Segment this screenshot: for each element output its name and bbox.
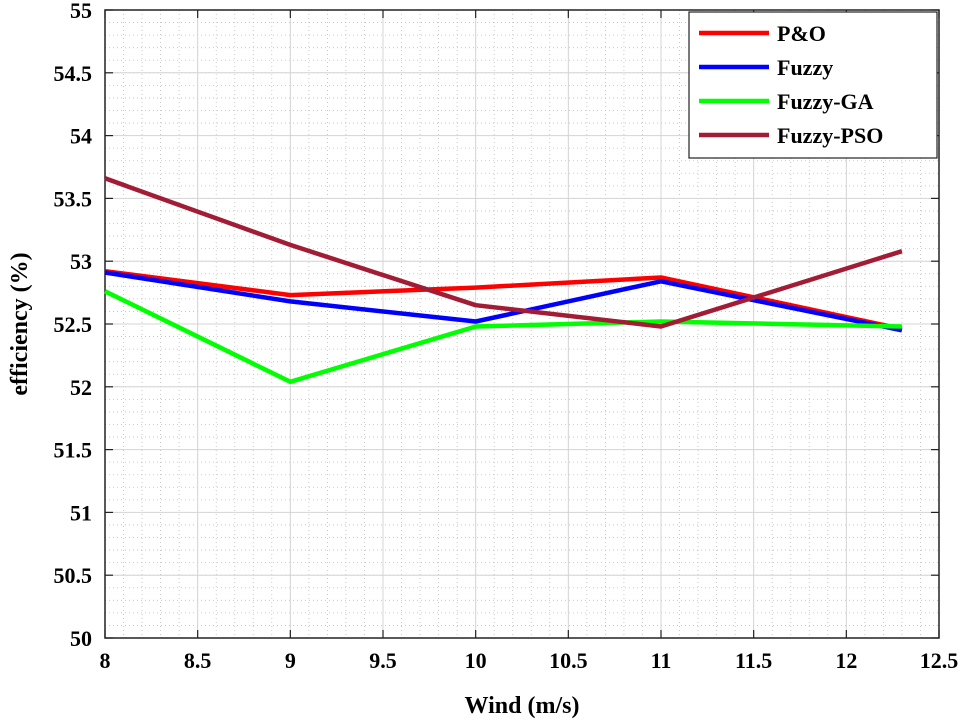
series-line-fuzzy (104, 270, 903, 333)
legend-label-fuzzy-ga: Fuzzy-GA (777, 89, 874, 114)
x-tick-label: 10.5 (549, 648, 588, 673)
y-tick-label: 54.5 (54, 61, 93, 86)
x-tick-label: 8.5 (184, 648, 212, 673)
y-tick-label: 54 (70, 124, 92, 149)
y-tick-label: 51 (70, 500, 92, 525)
y-tick-label: 50.5 (54, 563, 93, 588)
legend-label-fuzzy: Fuzzy (777, 55, 833, 80)
x-tick-label: 10 (465, 648, 487, 673)
y-tick-label: 52 (70, 375, 92, 400)
y-tick-label: 50 (70, 626, 92, 651)
x-tick-label: 11.5 (735, 648, 772, 673)
y-tick-label: 53 (70, 249, 92, 274)
x-tick-labels: 8 8.5 9 9.5 10 10.5 11 11.5 12 12.5 (100, 648, 959, 673)
y-tick-label: 53.5 (54, 186, 93, 211)
x-tick-label: 9.5 (369, 648, 397, 673)
x-tick-label: 9 (285, 648, 296, 673)
y-tick-labels: 50 50.5 51 51.5 52 52.5 53 53.5 54 54.5 55 (54, 0, 93, 651)
y-tick-label: 55 (70, 0, 92, 23)
series-line-fuzzy-ga (104, 289, 902, 385)
x-tick-label: 12 (835, 648, 857, 673)
x-axis-title: Wind (m/s) (465, 693, 580, 719)
x-tick-label: 8 (100, 648, 111, 673)
y-tick-label: 52.5 (54, 312, 93, 337)
legend: P&O Fuzzy Fuzzy-GA Fuzzy-PSO (688, 11, 938, 159)
legend-label-p-o: P&O (777, 21, 826, 46)
y-tick-label: 51.5 (54, 438, 93, 463)
x-tick-label: 11 (651, 648, 672, 673)
y-axis-title: efficiency (%) (7, 252, 33, 395)
legend-label-fuzzy-pso: Fuzzy-PSO (777, 123, 883, 148)
series-line-p-o (104, 268, 903, 332)
x-tick-label: 12.5 (920, 648, 959, 673)
series-lines (104, 176, 903, 385)
series-line-fuzzy-pso (104, 176, 903, 329)
